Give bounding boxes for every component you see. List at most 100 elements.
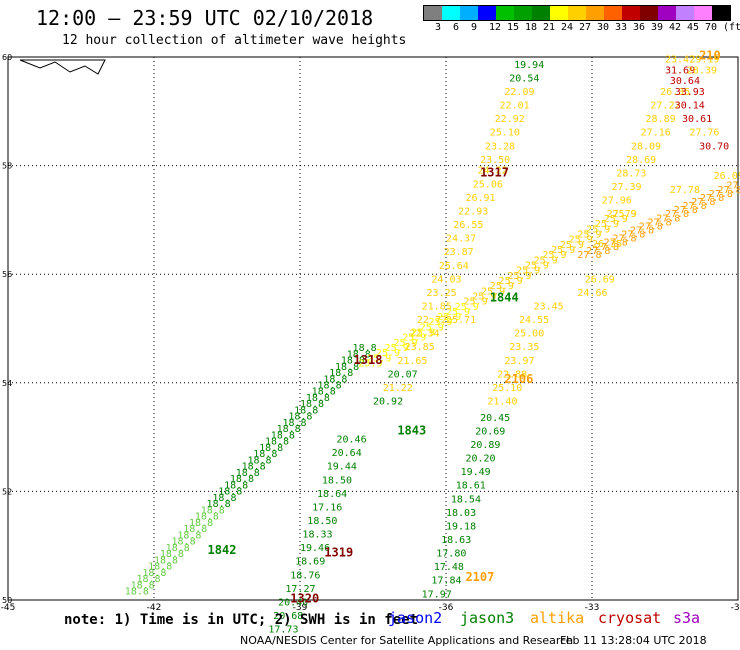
color-scale-label: 6 (453, 22, 460, 33)
track-marker: 27.8 (630, 225, 654, 236)
color-scale-label: 9 (471, 22, 478, 33)
track-marker: 25.9 (481, 286, 505, 297)
track-marker: 18.8 (242, 462, 266, 473)
swh-value: 23.97 (504, 356, 534, 367)
swh-value: 18.64 (317, 489, 347, 500)
track-marker: 18.8 (154, 555, 178, 566)
pass-label: 1843 (397, 423, 426, 437)
color-swatch (424, 6, 442, 20)
color-scale-label: 21 (543, 22, 556, 33)
swh-value: 22.01 (500, 101, 530, 112)
color-swatch (532, 6, 550, 20)
coastline-greenland (19, 59, 106, 75)
swh-value: 23.85 (405, 342, 435, 353)
footer-note: note: 1) Time is in UTC; 2) SWH is in fe… (64, 612, 419, 628)
swh-value: 26.09 (714, 171, 740, 182)
pass-label: 1842 (208, 543, 237, 557)
track-marker: 27.8 (621, 230, 645, 241)
track-marker: 25.9 (428, 317, 452, 328)
color-scale-label: 24 (561, 22, 574, 33)
swh-value: 24.37 (446, 234, 476, 245)
lat-tick-label: 52 (2, 487, 12, 496)
track-marker: 25.9 (437, 312, 461, 323)
pass-label: 1844 (490, 290, 519, 304)
swh-value: 25.10 (490, 128, 520, 139)
swh-value: 27.16 (641, 128, 671, 139)
swh-value: 17.27 (285, 584, 315, 595)
track-marker: 18.8 (347, 349, 371, 360)
swh-value: 23.28 (485, 141, 515, 152)
swh-value: 19.44 (327, 462, 357, 473)
track-marker: 25.9 (586, 224, 610, 235)
track-marker: 25.9 (376, 348, 400, 359)
swh-value: 21.22 (383, 383, 413, 394)
swh-value: 30.14 (675, 101, 705, 112)
swh-value: 27.96 (602, 196, 632, 207)
swh-value: 20.20 (465, 454, 495, 465)
credit-text: NOAA/NESDIS Center for Satellite Applica… (240, 634, 574, 647)
swh-value: 19.18 (446, 521, 476, 532)
swh-value: 20.40 (278, 597, 308, 608)
track-marker: 27.8 (718, 185, 740, 196)
swh-value: 20.68 (273, 611, 303, 622)
track-marker: 27.8 (691, 197, 715, 208)
lon-tick-label: -45 (1, 603, 16, 613)
color-swatch (514, 6, 532, 20)
track-marker: 18.8 (247, 455, 271, 466)
swh-value: 17.73 (268, 625, 298, 636)
swh-value: 20.45 (480, 413, 510, 424)
track-marker: 18.8 (335, 362, 359, 373)
color-swatch (442, 6, 460, 20)
swh-value: 18.50 (307, 516, 337, 527)
track-marker: 18.8 (224, 480, 248, 491)
color-scale-label: 33 (615, 22, 628, 33)
track-marker: 18.8 (271, 430, 295, 441)
track-marker: 25.9 (455, 302, 479, 313)
swh-value: 28.09 (631, 141, 661, 152)
track-marker: 18.8 (172, 537, 196, 548)
swh-value: 19.49 (461, 467, 491, 478)
swh-value: 28.89 (646, 114, 676, 125)
swh-value: 33.93 (675, 87, 705, 98)
track-marker: 25.9 (612, 209, 636, 220)
color-scale-label: (ft) (723, 22, 740, 33)
track-marker: 25.9 (411, 328, 435, 339)
color-scale-label: 18 (525, 22, 538, 33)
color-scale-label: 70 (705, 22, 718, 33)
swh-value: 24.55 (519, 315, 549, 326)
track-marker: 18.8 (312, 387, 336, 398)
track-marker: 25.9 (393, 338, 417, 349)
track-marker: 25.9 (569, 235, 593, 246)
swh-value: 17.97 (422, 589, 452, 600)
track-marker: 27.8 (656, 213, 680, 224)
track-marker: 18.8 (282, 418, 306, 429)
track-marker: 18.8 (288, 412, 312, 423)
swh-value: 26.35 (592, 239, 622, 250)
track-marker: 18.8 (323, 374, 347, 385)
lat-tick-label: 58 (2, 162, 12, 171)
track-marker: 25.9 (577, 230, 601, 241)
color-swatch (550, 6, 568, 20)
track-marker: 25.9 (472, 291, 496, 302)
lon-tick-label: -36 (439, 603, 454, 613)
swh-value: 30.61 (682, 114, 712, 125)
track-marker: 25.9 (446, 307, 470, 318)
track-marker: 18.8 (318, 381, 342, 392)
color-swatch (460, 6, 478, 20)
swh-value: 19.46 (300, 543, 330, 554)
page-subtitle: 12 hour collection of altimeter wave hei… (62, 33, 407, 48)
track-marker: 27.8 (683, 201, 707, 212)
track-marker: 27.8 (577, 250, 601, 261)
pass-label: 1320 (290, 592, 319, 606)
track-marker: 25.9 (367, 353, 391, 364)
track-marker: 18.8 (353, 343, 377, 354)
swh-value: 25.64 (439, 261, 469, 272)
lon-tick-label: -33 (585, 603, 600, 613)
track-marker: 18.8 (218, 487, 242, 498)
swh-value: 18.61 (456, 481, 486, 492)
color-scale-label: 30 (597, 22, 610, 33)
track-marker: 27.8 (586, 246, 610, 257)
track-marker: 25.9 (464, 297, 488, 308)
color-swatch (676, 6, 694, 20)
